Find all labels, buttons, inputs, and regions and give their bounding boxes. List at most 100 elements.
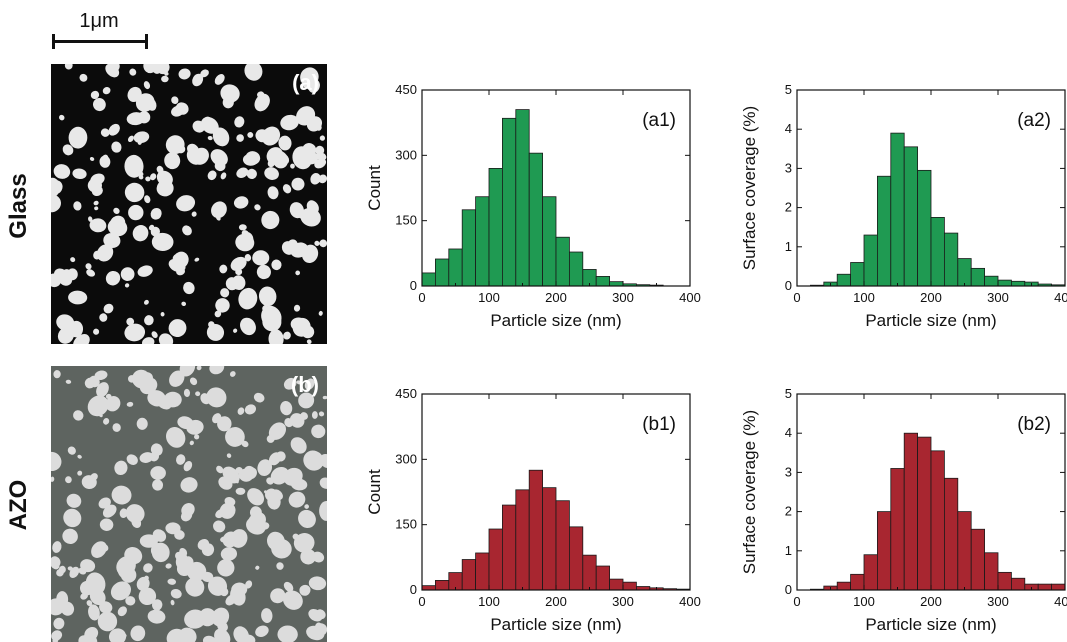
particle (138, 175, 144, 180)
particle (215, 298, 230, 313)
particle (62, 269, 71, 276)
particle (261, 305, 282, 328)
particle (264, 490, 268, 494)
particle (89, 218, 107, 233)
histogram-bar (542, 196, 557, 287)
particle (144, 195, 151, 204)
particle (68, 126, 88, 149)
particle (255, 565, 260, 570)
y-axis-title: Count (365, 469, 384, 515)
particle (298, 392, 315, 409)
particle (277, 625, 298, 642)
particle (86, 269, 96, 277)
particle (214, 74, 225, 85)
particle (245, 580, 253, 589)
particle (69, 566, 80, 579)
particle (226, 453, 232, 458)
particle (291, 177, 305, 191)
particle (300, 207, 321, 227)
histogram-bar (890, 468, 905, 591)
particle (137, 265, 153, 277)
particle (315, 124, 322, 131)
particle (127, 135, 134, 142)
particle (171, 105, 185, 117)
particle (255, 625, 269, 637)
histogram-bar (1010, 280, 1026, 287)
particle (319, 501, 327, 521)
particle (268, 329, 284, 344)
particle (108, 628, 127, 642)
particle (310, 173, 321, 185)
particle (220, 288, 230, 298)
particle (301, 244, 319, 264)
histogram-bar (475, 552, 490, 591)
particle (184, 609, 207, 629)
particle (219, 264, 228, 274)
particle (97, 545, 103, 550)
particle (303, 450, 324, 471)
particle (167, 578, 177, 585)
histogram-bar (850, 573, 865, 591)
particle (306, 625, 325, 641)
particle (295, 323, 304, 334)
x-tick-label: 100 (853, 290, 875, 305)
particle (138, 587, 157, 606)
particle (315, 145, 325, 156)
particle (91, 185, 103, 197)
particle (94, 206, 99, 211)
particle (292, 146, 313, 170)
particle (217, 559, 235, 577)
particle (213, 520, 226, 533)
histogram-bar (582, 554, 597, 591)
particle (238, 287, 258, 310)
histogram-bar (863, 554, 878, 591)
particle (206, 323, 225, 341)
particle (52, 541, 62, 553)
particle (209, 366, 225, 375)
particle (99, 601, 113, 614)
particle (186, 561, 207, 582)
particle (176, 195, 196, 212)
particle (237, 407, 245, 415)
particle (212, 127, 230, 147)
particle (88, 604, 100, 621)
panel-label: (b2) (1017, 414, 1051, 435)
histogram-bar (595, 565, 610, 591)
particle (238, 224, 247, 231)
micrograph-label-a: (a) (292, 70, 319, 95)
particle (247, 488, 265, 506)
particle (261, 608, 273, 624)
particle (165, 427, 186, 448)
row-label-azo: AZO (5, 479, 32, 531)
particle (120, 267, 135, 281)
panel-label: (a2) (1017, 110, 1051, 131)
particle (275, 451, 286, 462)
particle (107, 218, 128, 237)
x-axis-title: Particle size (nm) (865, 311, 996, 330)
particle (210, 149, 228, 166)
particle (170, 588, 182, 599)
y-tick-label: 150 (395, 517, 417, 532)
particle (110, 581, 131, 601)
panel-label: (a1) (642, 110, 676, 131)
particle (298, 509, 316, 529)
particle (180, 509, 193, 522)
y-tick-label: 450 (395, 82, 417, 97)
particle (56, 591, 69, 608)
particle (137, 140, 142, 145)
particle (135, 93, 155, 112)
micrograph-azo: (b) (51, 366, 327, 642)
particle (165, 563, 172, 569)
particle (244, 404, 257, 415)
particle (240, 317, 256, 336)
particle (103, 418, 110, 425)
histogram-bar (555, 500, 570, 591)
particle (254, 93, 270, 112)
particle (319, 135, 326, 141)
particle (271, 259, 282, 271)
particle (125, 596, 136, 606)
y-tick-label: 1 (785, 543, 792, 558)
particle (174, 530, 185, 540)
particle (276, 562, 284, 570)
micrograph-label-b: (b) (290, 372, 319, 397)
